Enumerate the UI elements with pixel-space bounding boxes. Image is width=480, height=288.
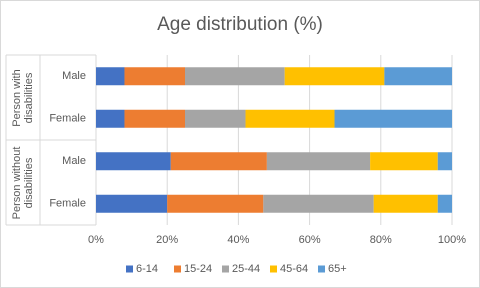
- group-label: Person without disabilities: [11, 146, 35, 219]
- bar-segment: [185, 67, 285, 86]
- bar-segment: [96, 109, 125, 128]
- bar-segment: [167, 194, 264, 213]
- chart-title: Age distribution (%): [157, 14, 323, 35]
- y-tick-label: Female: [49, 113, 86, 125]
- bar-segment: [185, 109, 246, 128]
- bar-segment: [245, 109, 335, 128]
- bar-segment: [284, 67, 385, 86]
- bar-segment: [370, 152, 438, 171]
- y-tick-label: Female: [49, 198, 86, 210]
- bar-segment: [96, 194, 168, 213]
- bar-segment: [96, 67, 125, 86]
- x-tick-label: 0%: [88, 234, 104, 246]
- legend-swatch: [174, 265, 181, 273]
- bar-segment: [266, 152, 371, 171]
- bar-segment: [96, 152, 171, 171]
- y-tick-label: Male: [62, 70, 86, 82]
- bar-segment: [170, 152, 267, 171]
- bar-segment: [124, 109, 185, 128]
- legend-label: 65+: [328, 263, 347, 275]
- bar-segment: [437, 152, 452, 171]
- bar-segment: [373, 194, 438, 213]
- legend-swatch: [318, 265, 325, 273]
- bar-segment: [384, 67, 452, 86]
- legend-swatch: [126, 265, 133, 273]
- bar-segment: [437, 194, 452, 213]
- bar-segment: [124, 67, 185, 86]
- x-tick-label: 20%: [156, 234, 178, 246]
- x-tick-label: 80%: [370, 234, 392, 246]
- legend-label: 45-64: [280, 263, 308, 275]
- x-tick-label: 40%: [227, 234, 249, 246]
- x-tick-label: 60%: [299, 234, 321, 246]
- bar-segment: [334, 109, 452, 128]
- legend-label: 15-24: [184, 263, 212, 275]
- group-label: Person with disabilities: [11, 68, 35, 127]
- bar-segment: [263, 194, 374, 213]
- legend-swatch: [222, 265, 229, 273]
- x-tick-label: 100%: [438, 234, 466, 246]
- legend-label: 25-44: [232, 263, 260, 275]
- legend-swatch: [270, 265, 277, 273]
- legend-label: 6-14: [136, 263, 158, 275]
- y-tick-label: Male: [62, 155, 86, 167]
